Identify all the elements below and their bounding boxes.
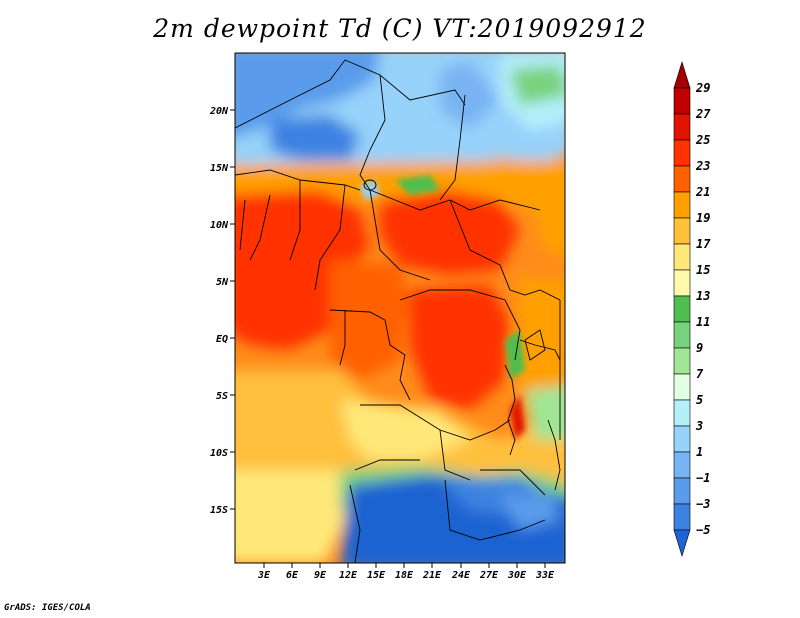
colorbar-label: 9 (696, 341, 703, 355)
grads-credit: GrADS: IGES/COLA (4, 603, 91, 613)
colorbar-swatch (673, 165, 691, 193)
lat-label: 5S (216, 391, 228, 402)
colorbar-label: 27 (695, 107, 711, 121)
lon-label: 30E (507, 570, 527, 581)
lon-label: 33E (535, 570, 555, 581)
colorbar-label: 1 (696, 445, 703, 459)
colorbar-swatch (673, 425, 691, 453)
colorbar-swatch (673, 243, 691, 271)
colorbar-swatch (673, 295, 691, 323)
colorbar-label: −3 (696, 497, 710, 511)
colorbar-swatch (673, 399, 691, 427)
colorbar-swatch (673, 477, 691, 505)
colorbar: 29 27 25 23 21 19 17 15 13 11 9 7 5 3 1 −1 −3 −5 (673, 60, 711, 558)
colorbar-label: 13 (696, 289, 710, 303)
colorbar-label: −5 (696, 523, 710, 537)
lon-label: 12E (339, 570, 358, 581)
colorbar-label: 29 (695, 81, 710, 95)
lat-label: 20N (209, 106, 229, 117)
lat-label: 5N (216, 277, 229, 288)
lon-label: 6E (286, 570, 299, 581)
colorbar-arrow-top (673, 60, 691, 89)
colorbar-label: 21 (695, 185, 710, 199)
colorbar-swatch (673, 451, 691, 479)
colorbar-swatch (673, 217, 691, 245)
lon-label: 27E (479, 570, 499, 581)
colorbar-label: 17 (696, 237, 711, 251)
lat-axis: 20N 15N 10N 5N EQ 5S 10S 15S (209, 106, 235, 516)
lon-label: 18E (395, 570, 414, 581)
lon-label: 3E (257, 570, 271, 581)
colorbar-label: 7 (696, 367, 704, 381)
lat-label: 10S (210, 448, 228, 459)
map-frame (234, 52, 566, 564)
colorbar-label: −1 (696, 471, 710, 485)
colorbar-label: 25 (695, 133, 710, 147)
map-title: 2m dewpoint Td (C) VT:2019092912 (153, 14, 647, 43)
colorbar-arrow-bottom (673, 529, 691, 558)
lon-axis: 3E 6E 9E 12E 15E 18E 21E 24E 27E 30E 33E (257, 563, 555, 581)
colorbar-label: 15 (696, 263, 710, 277)
colorbar-swatch (673, 373, 691, 401)
colorbar-swatch (673, 87, 691, 115)
lakes (363, 179, 561, 491)
colorbar-label: 3 (695, 419, 703, 433)
colorbar-swatch (673, 347, 691, 375)
lat-label: EQ (216, 334, 228, 345)
colorbar-swatch (673, 321, 691, 349)
dewpoint-field (235, 53, 565, 563)
colorbar-swatch (673, 191, 691, 219)
lon-label: 21E (422, 570, 442, 581)
lon-label: 15E (367, 570, 386, 581)
lat-label: 15N (210, 163, 229, 174)
colorbar-swatch (673, 503, 691, 531)
lat-label: 10N (210, 220, 229, 231)
colorbar-label: 23 (695, 159, 710, 173)
colorbar-label: 19 (696, 211, 710, 225)
colorbar-label: 11 (696, 315, 710, 329)
lon-label: 24E (451, 570, 471, 581)
colorbar-swatch (673, 139, 691, 167)
colorbar-swatch (673, 269, 691, 297)
colorbar-swatch (673, 113, 691, 141)
lon-label: 9E (314, 570, 327, 581)
country-borders (235, 59, 561, 563)
lat-label: 15S (210, 505, 228, 516)
colorbar-label: 5 (696, 393, 703, 407)
